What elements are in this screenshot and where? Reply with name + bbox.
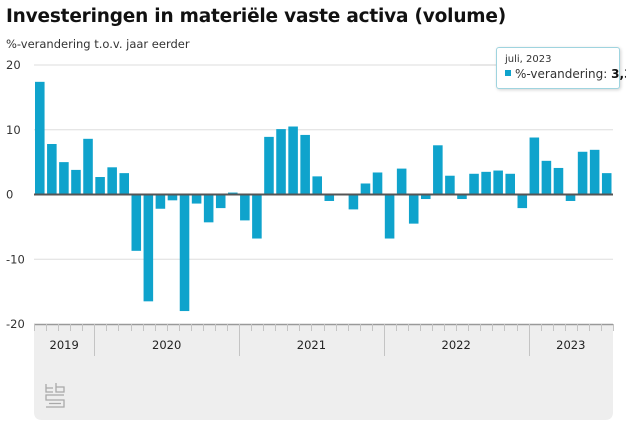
- bar[interactable]: [119, 173, 129, 195]
- bar[interactable]: [47, 143, 57, 195]
- bar[interactable]: [469, 173, 479, 195]
- bar[interactable]: [107, 167, 117, 195]
- bar[interactable]: [445, 175, 455, 195]
- tooltip-date: juli, 2023: [505, 54, 552, 65]
- bar[interactable]: [408, 194, 419, 224]
- bar[interactable]: [553, 167, 564, 195]
- bar[interactable]: [577, 151, 588, 195]
- bar[interactable]: [529, 137, 540, 195]
- bar[interactable]: [348, 194, 359, 210]
- gridlines: [34, 64, 613, 260]
- bar[interactable]: [95, 177, 105, 195]
- cbs-logo-icon: [45, 383, 65, 408]
- y-tick-label: -20: [6, 317, 25, 331]
- bar[interactable]: [203, 194, 214, 223]
- x-year-label: 2023: [556, 338, 585, 352]
- y-axis: 20 10 0 -10 -20: [6, 58, 25, 331]
- y-tick-label: 20: [6, 58, 21, 72]
- bar[interactable]: [541, 160, 552, 195]
- bar[interactable]: [517, 194, 528, 209]
- bar[interactable]: [384, 194, 395, 239]
- x-year-label: 2019: [50, 338, 79, 352]
- axis-panel-background: [34, 324, 613, 420]
- chart-title: Investeringen in materiële vaste activa …: [6, 6, 506, 27]
- x-year-label: 2021: [297, 338, 326, 352]
- tooltip: juli, 2023 %-verandering: 3,3: [496, 47, 626, 89]
- bar[interactable]: [324, 194, 335, 201]
- bar[interactable]: [396, 168, 407, 195]
- bar[interactable]: [372, 172, 383, 195]
- chart-subtitle: %-verandering t.o.v. jaar eerder: [6, 37, 190, 51]
- x-axis-panel: 2019 2020 2021 2022 2023: [34, 323, 614, 420]
- bar[interactable]: [59, 162, 69, 195]
- bar[interactable]: [167, 194, 178, 201]
- bar[interactable]: [565, 194, 576, 201]
- bar[interactable]: [35, 81, 45, 195]
- bar[interactable]: [433, 145, 443, 195]
- bar[interactable]: [457, 194, 467, 200]
- bar[interactable]: [481, 171, 491, 195]
- bar[interactable]: [360, 183, 371, 195]
- bar[interactable]: [589, 149, 600, 195]
- x-year-label: 2022: [442, 338, 471, 352]
- series-swatch-icon: [505, 70, 511, 76]
- bar[interactable]: [288, 126, 298, 195]
- bar[interactable]: [71, 169, 81, 195]
- bar[interactable]: [601, 173, 612, 195]
- tooltip-row: %-verandering: 3,3: [505, 66, 626, 82]
- bar[interactable]: [83, 138, 93, 195]
- y-tick-label: 10: [6, 123, 21, 137]
- bar[interactable]: [252, 194, 262, 239]
- bar[interactable]: [421, 194, 431, 200]
- y-tick-label: 0: [6, 188, 13, 202]
- bar[interactable]: [155, 194, 166, 209]
- tooltip-series-label: %-verandering:: [515, 67, 608, 81]
- bar[interactable]: [240, 194, 250, 221]
- bar[interactable]: [505, 173, 515, 195]
- bar[interactable]: [179, 194, 190, 312]
- bar[interactable]: [312, 176, 322, 195]
- bar[interactable]: [215, 194, 226, 209]
- bar[interactable]: [264, 136, 274, 195]
- bar[interactable]: [131, 194, 142, 251]
- bar[interactable]: [276, 129, 286, 195]
- bar[interactable]: [191, 194, 202, 204]
- bars: [35, 81, 612, 312]
- bar[interactable]: [493, 170, 503, 195]
- tooltip-value: 3,3: [611, 67, 626, 81]
- y-tick-label: -10: [6, 252, 25, 266]
- x-year-label: 2020: [152, 338, 181, 352]
- bar[interactable]: [300, 134, 310, 195]
- bar[interactable]: [143, 194, 154, 302]
